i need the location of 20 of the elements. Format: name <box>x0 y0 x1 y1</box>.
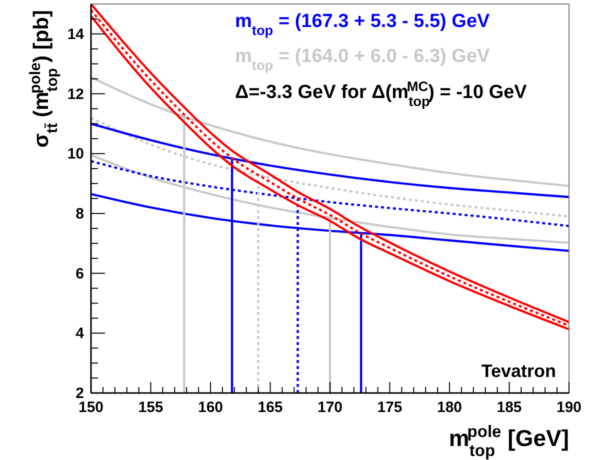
text: m$_{top}$ = (167.3 + 5.3 - 5.5) GeV <box>235 11 490 38</box>
x-tick-label: 170 <box>317 399 343 416</box>
y-tick-label: 6 <box>76 265 84 282</box>
y-tick-label: 8 <box>76 205 84 222</box>
annotation: Tevatron <box>481 361 556 381</box>
x-tick-label: 190 <box>556 399 582 416</box>
y-tick-label: 4 <box>76 325 85 342</box>
x-tick-label: 165 <box>258 399 283 416</box>
y-tick-label: 12 <box>67 86 84 103</box>
x-tick-label: 180 <box>436 399 462 416</box>
x-axis-title: m$_{top}$$^{pole}$ [GeV] <box>448 422 569 460</box>
x-tick-label: 155 <box>138 399 164 416</box>
x-tick-label: 175 <box>377 399 402 416</box>
x-tick-label: 150 <box>78 399 104 416</box>
annotation: Δ=-3.3 GeV for Δ(m$_{top}$$^{MC}$) = -10 GeV <box>235 78 528 108</box>
x-tick-label: 160 <box>198 399 224 416</box>
x-tick-label: 185 <box>496 399 522 416</box>
y-tick-label: 14 <box>67 26 85 43</box>
y-tick-label: 10 <box>67 146 84 163</box>
y-tick-label: 2 <box>76 385 84 402</box>
